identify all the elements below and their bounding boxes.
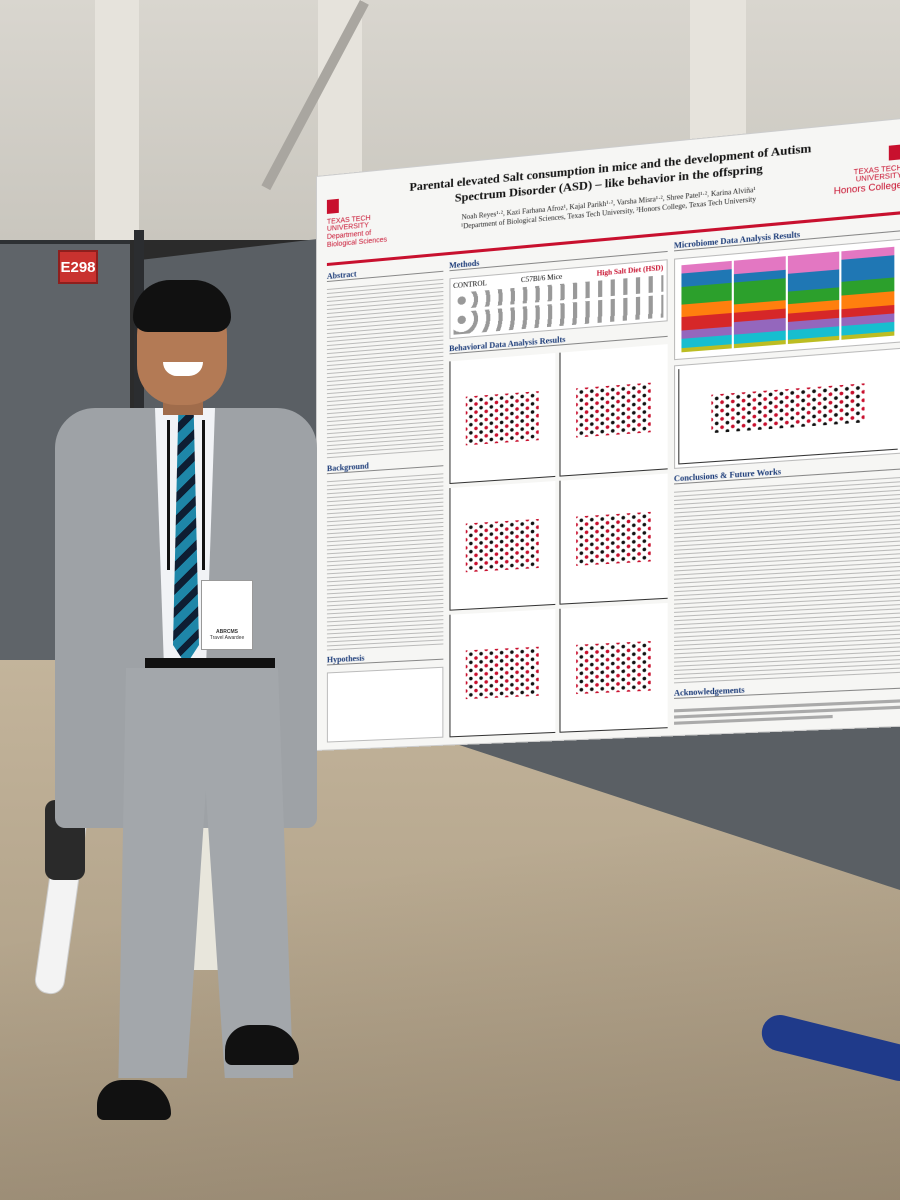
logo-department: Department of Biological Sciences bbox=[326, 229, 388, 249]
stacked-bar bbox=[787, 251, 840, 344]
smile bbox=[163, 362, 203, 376]
research-poster: TEXAS TECH UNIVERSITY Department of Biol… bbox=[316, 116, 900, 752]
badge-award: Travel Awardee bbox=[209, 635, 245, 641]
department-logo: TEXAS TECH UNIVERSITY Department of Biol… bbox=[326, 193, 395, 249]
conclusions-text bbox=[673, 476, 900, 684]
acknowledgements-text bbox=[673, 696, 900, 728]
wall-column bbox=[95, 0, 139, 240]
ttu-logo-icon bbox=[888, 144, 900, 161]
abstract-text bbox=[326, 278, 443, 459]
poster-column-left: Abstract Background Hypothesis bbox=[326, 261, 443, 743]
scatter-plot bbox=[559, 602, 668, 733]
hypothesis-heading: Hypothesis bbox=[326, 649, 443, 666]
hair bbox=[133, 280, 231, 332]
honors-college-logo: TEXAS TECH UNIVERSITY Honors College bbox=[827, 144, 900, 197]
booth-number-sign: E298 bbox=[58, 250, 98, 284]
scatter-plot bbox=[559, 473, 668, 605]
stacked-bar bbox=[841, 246, 895, 340]
badge-event: ABRCMS bbox=[216, 629, 238, 635]
ttu-logo-icon bbox=[326, 198, 339, 214]
scatter-plot bbox=[559, 344, 668, 477]
otu-plot bbox=[673, 347, 900, 469]
suit-pants bbox=[118, 668, 294, 1078]
behavioral-plots bbox=[449, 344, 668, 738]
stacked-bar-chart bbox=[678, 243, 898, 355]
belt bbox=[145, 658, 275, 670]
scatter-plot bbox=[449, 609, 556, 738]
microbiome-stacked-bars bbox=[673, 238, 900, 361]
control-label: CONTROL bbox=[453, 279, 487, 291]
name-badge: ABRCMS Travel Awardee bbox=[201, 580, 253, 650]
background-heading: Background bbox=[326, 455, 443, 474]
abstract-heading: Abstract bbox=[326, 261, 443, 283]
poster-column-right: Microbiome Data Analysis Results Conclus… bbox=[673, 220, 900, 728]
scatter-plot bbox=[449, 481, 556, 611]
scatter-plot bbox=[678, 352, 898, 465]
lanyard bbox=[167, 420, 205, 570]
logo-college: Honors College bbox=[833, 179, 900, 197]
striped-tie bbox=[173, 415, 199, 665]
stacked-bar bbox=[681, 260, 733, 353]
scatter-plot bbox=[449, 353, 556, 485]
methods-panel: CONTROL C57Bl/6 Mice High Salt Diet (HSD… bbox=[449, 259, 668, 340]
poster-body: Abstract Background Hypothesis Methods C… bbox=[326, 220, 900, 743]
hypothesis-diagram bbox=[326, 666, 443, 743]
presenter-person: ABRCMS Travel Awardee bbox=[45, 280, 325, 1160]
background-text bbox=[326, 472, 443, 651]
shoe-right bbox=[225, 1025, 299, 1065]
strain-label: C57Bl/6 Mice bbox=[520, 272, 563, 285]
shoe-left bbox=[97, 1080, 171, 1120]
stacked-bar bbox=[734, 256, 786, 349]
poster-column-middle: Methods CONTROL C57Bl/6 Mice High Salt D… bbox=[449, 241, 668, 738]
